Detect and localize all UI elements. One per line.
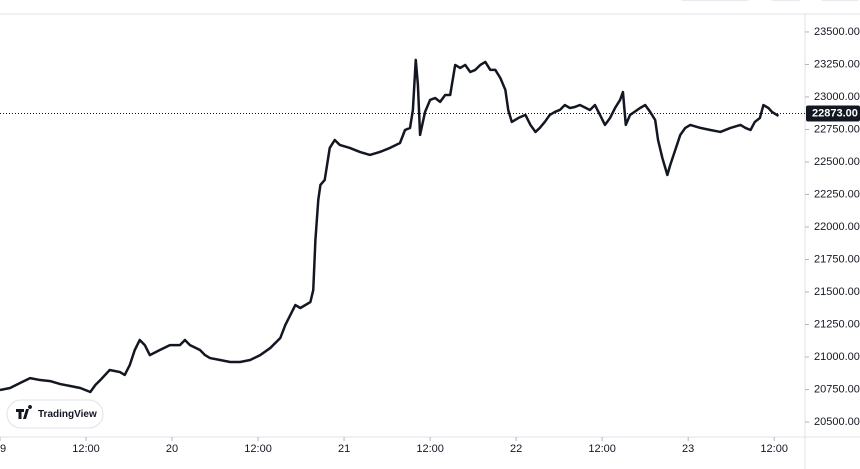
y-tick-label: 21750.00	[814, 253, 860, 265]
y-tick-label: 22500.00	[814, 156, 860, 168]
y-tick-label: 21500.00	[814, 286, 860, 298]
x-tick-label: 22	[510, 443, 522, 455]
y-tick-label: 23500.00	[814, 26, 860, 38]
x-tick-label: 23	[682, 443, 694, 455]
price-line	[0, 58, 780, 394]
y-tick-label: 23000.00	[814, 91, 860, 103]
logo-icon	[16, 405, 33, 419]
last-price-box	[806, 105, 860, 122]
x-tick-label: 19	[0, 443, 6, 455]
x-tick-label: 12:00	[416, 443, 444, 455]
y-tick-label: 21000.00	[814, 351, 860, 363]
y-tick-label: 20750.00	[814, 383, 860, 395]
x-tick-label: 12:00	[244, 443, 272, 455]
x-tick-label: 21	[338, 443, 350, 455]
x-tick-label: 12:00	[760, 443, 788, 455]
x-tick-label: 12:00	[72, 443, 100, 455]
x-tick-label: 12:00	[588, 443, 616, 455]
y-tick-label: 20500.00	[814, 416, 860, 428]
x-tick-label: 20	[166, 443, 178, 455]
last-price-label: 22873.00	[812, 107, 858, 119]
watermark[interactable]: TradingView	[6, 399, 104, 429]
y-tick-label: 21250.00	[814, 318, 860, 330]
y-tick-label: 22250.00	[814, 188, 860, 200]
y-tick-label: 23250.00	[814, 58, 860, 70]
watermark-text: TradingView	[38, 409, 97, 420]
y-tick-label: 22750.00	[814, 123, 860, 135]
y-tick-label: 22000.00	[814, 221, 860, 233]
